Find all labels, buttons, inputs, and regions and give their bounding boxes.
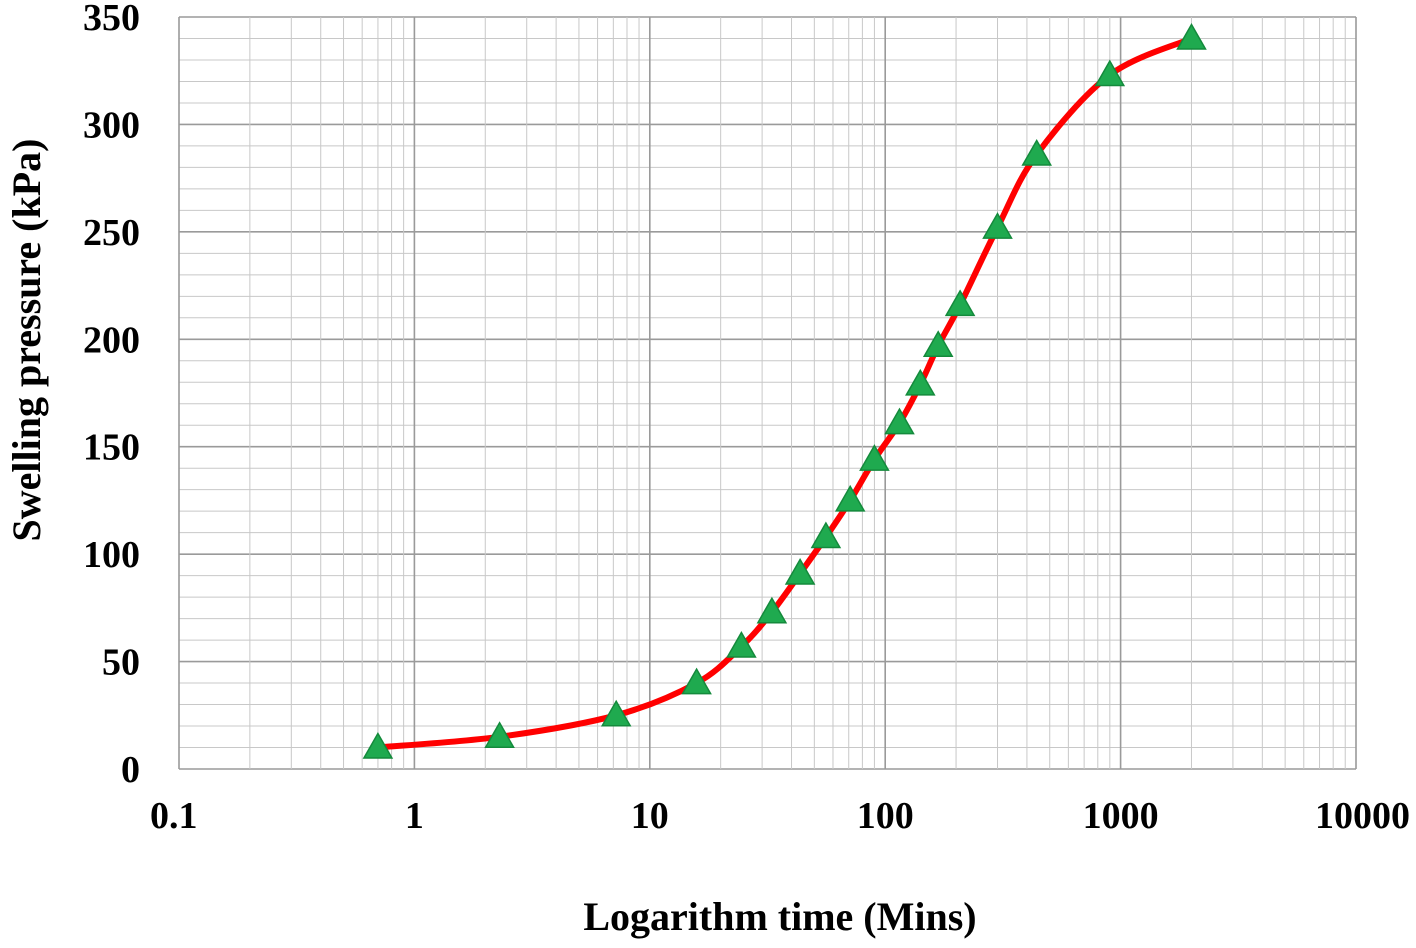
data-point-marker — [944, 289, 976, 317]
data-curve-layer — [374, 35, 1195, 751]
y-axis-tick-labels: 0 50 100 150 200 250 300 350 — [83, 0, 140, 791]
y-tick-label: 150 — [83, 427, 140, 469]
x-tick-label: 0.1 — [150, 795, 198, 837]
x-tick-label: 1000 — [1083, 795, 1159, 837]
y-tick-label: 200 — [83, 319, 140, 361]
data-point-marker — [884, 407, 915, 435]
x-tick-label: 1 — [405, 795, 424, 837]
data-point-marker — [600, 699, 632, 727]
grid-lines — [178, 16, 1357, 770]
x-tick-label: 100 — [857, 795, 914, 837]
y-tick-label: 250 — [83, 212, 140, 254]
series-line — [374, 35, 1195, 751]
x-axis-title: Logarithm time (Mins) — [583, 894, 976, 939]
x-tick-label: 10 — [631, 795, 669, 837]
data-point-marker — [982, 212, 1013, 239]
data-point-marker — [484, 721, 515, 749]
x-axis-tick-labels: 0.1 1 10 100 1000 10000 — [150, 795, 1410, 837]
data-point-marker — [905, 368, 936, 396]
data-point-marker — [859, 444, 890, 471]
data-point-marker — [681, 667, 712, 695]
data-point-marker — [362, 731, 394, 759]
data-point-marker — [1094, 59, 1126, 87]
data-point-marker — [810, 521, 842, 549]
data-point-marker — [1176, 22, 1207, 50]
y-tick-label: 300 — [83, 104, 140, 146]
data-markers — [362, 22, 1207, 759]
data-point-marker — [756, 596, 788, 624]
data-point-marker — [784, 557, 816, 585]
y-tick-label: 0 — [121, 749, 140, 791]
y-tick-label: 50 — [102, 642, 140, 684]
y-axis-title: Swelling pressure (kPa) — [4, 139, 49, 542]
y-tick-label: 100 — [83, 534, 140, 576]
data-point-marker — [922, 330, 954, 357]
y-tick-label: 350 — [83, 0, 140, 39]
data-point-marker — [1021, 138, 1052, 166]
x-tick-label: 10000 — [1315, 795, 1410, 837]
data-point-marker — [834, 484, 866, 512]
data-point-marker — [726, 630, 757, 658]
